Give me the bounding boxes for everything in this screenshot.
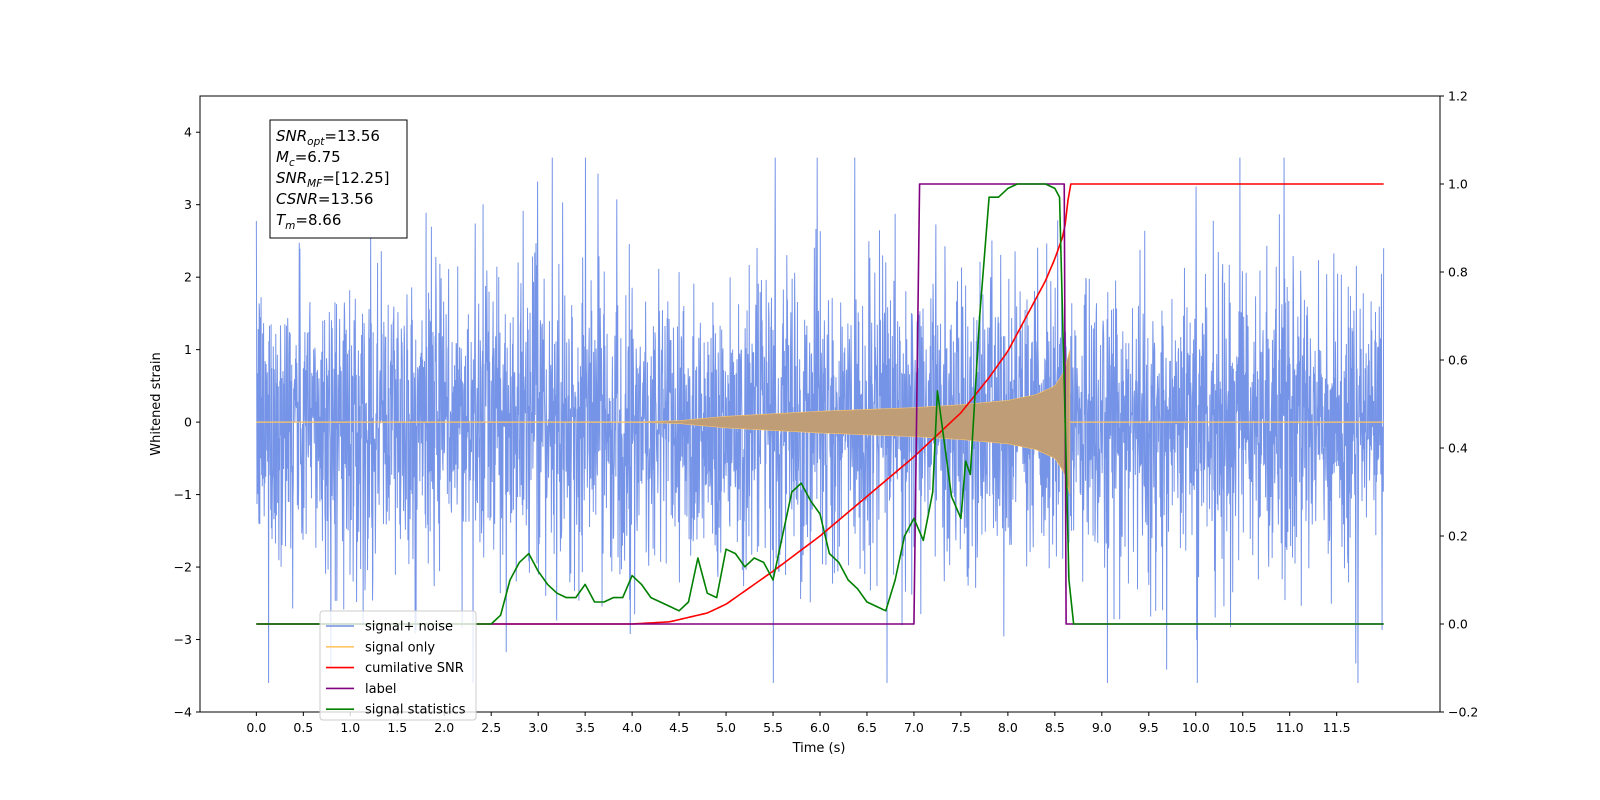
y-axis-label: Whitened strain	[149, 352, 164, 455]
y-tick-label: 3	[184, 197, 192, 212]
y-right-tick-label: 1.0	[1448, 177, 1468, 192]
x-tick-label: 2.5	[481, 720, 501, 735]
x-tick-label: 10.0	[1182, 720, 1210, 735]
annotation-line: SNRMF=[12.25]	[276, 169, 390, 190]
x-tick-label: 2.0	[434, 720, 454, 735]
x-tick-label: 11.0	[1276, 720, 1304, 735]
x-tick-label: 5.0	[716, 720, 736, 735]
legend-label: signal statistics	[365, 703, 466, 718]
y-right-tick-label: 0.8	[1448, 265, 1468, 280]
x-tick-label: 7.5	[951, 720, 971, 735]
x-tick-label: 0.5	[293, 720, 313, 735]
legend: signal+ noise signal only cumilative SNR la…	[319, 610, 477, 721]
x-tick-label: 3.0	[528, 720, 548, 735]
x-tick-label: 0.0	[246, 720, 266, 735]
y-tick-label: 0	[184, 415, 192, 430]
y-right-tick-label: 1.2	[1448, 89, 1468, 104]
x-tick-label: 9.5	[1139, 720, 1159, 735]
y-right-tick-label: 0.2	[1448, 529, 1468, 544]
y-tick-label: 4	[184, 125, 192, 140]
annotation-line: Mc=6.75	[276, 148, 341, 169]
legend-frame	[319, 610, 477, 721]
annotation-line: CSNR=13.56	[276, 190, 373, 208]
x-tick-label: 8.0	[998, 720, 1018, 735]
annotation-lines: SNRopt=13.56Mc=6.75SNRMF=[12.25]CSNR=13.…	[276, 127, 390, 232]
x-tick-label: 1.0	[340, 720, 360, 735]
axes-layer: 0.0 0.5 1.0 1.5 2.0 2.5 3.0 3.5 4.0 4.5 5.0 5.5 6.0 6…	[174, 89, 1479, 736]
y-tick-label: 1	[184, 342, 192, 357]
x-tick-label: 4.5	[669, 720, 689, 735]
series-signal-statistics-line	[256, 183, 1384, 625]
x-tick-label: 6.5	[857, 720, 877, 735]
x-tick-label: 6.0	[810, 720, 830, 735]
legend-entries: signal+ noise signal only cumilative SNR la…	[326, 620, 466, 718]
annotation-line: SNRopt=13.56	[276, 127, 380, 148]
annotation-frame	[269, 119, 408, 239]
legend-label: cumilative SNR	[365, 661, 464, 676]
x-tick-label: 3.5	[575, 720, 595, 735]
annotation-box: SNRopt=13.56Mc=6.75SNRMF=[12.25]CSNR=13.…	[269, 119, 408, 239]
x-tick-label: 10.5	[1229, 720, 1257, 735]
y-tick-label: −4	[174, 705, 192, 720]
x-tick-label: 11.5	[1323, 720, 1351, 735]
y-right-tick-label: 0.0	[1448, 617, 1468, 632]
y-tick-label: −3	[174, 632, 192, 647]
legend-label: signal+ noise	[365, 620, 453, 635]
legend-label: label	[365, 682, 396, 697]
x-tick-label: 9.0	[1092, 720, 1112, 735]
x-tick-label: 5.5	[763, 720, 783, 735]
y-right-tick-label: 0.4	[1448, 441, 1468, 456]
series-signal-noise-line	[255, 157, 1385, 684]
x-tick-label: 1.5	[387, 720, 407, 735]
annotation-line: Tm=8.66	[276, 211, 341, 232]
y-tick-label: 2	[184, 270, 192, 285]
x-tick-label: 7.0	[904, 720, 924, 735]
x-tick-label: 4.0	[622, 720, 642, 735]
y-tick-label: −1	[174, 487, 192, 502]
x-axis-label: Time (s)	[792, 741, 846, 756]
legend-label: signal only	[365, 640, 435, 655]
y-right-tick-label: −0.2	[1448, 705, 1478, 720]
y-right-tick-label: 0.6	[1448, 353, 1468, 368]
x-tick-label: 8.5	[1045, 720, 1065, 735]
series-signal-only-fill	[632, 349, 1071, 495]
y-tick-label: −2	[174, 560, 192, 575]
